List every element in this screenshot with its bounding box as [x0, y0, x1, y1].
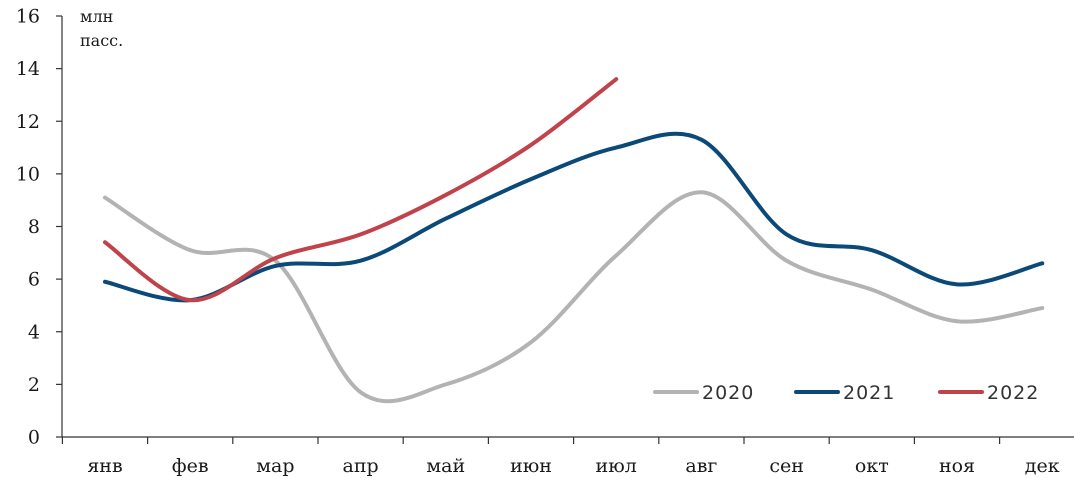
y-tick-label: 14: [16, 58, 40, 80]
y-tick-label: 0: [28, 427, 40, 449]
y-tick-label: 12: [16, 111, 40, 133]
x-tick-label: ноя: [939, 455, 975, 477]
x-tick-label: мар: [256, 455, 294, 477]
x-tick-label: июн: [510, 455, 552, 477]
x-tick-label: окт: [855, 455, 889, 477]
y-tick-label: 2: [28, 374, 40, 396]
y-axis-unit-line-2: пасс.: [80, 31, 123, 50]
x-tick-label: июл: [596, 455, 637, 477]
x-tick-label: фев: [172, 455, 209, 477]
legend: 2020 2021 2022: [653, 382, 1039, 404]
x-tick-label: май: [426, 455, 465, 477]
x-tick-label: авг: [685, 455, 717, 477]
x-axis: янв фев мар апр май июн июл авг сен окт ноя дек: [61, 436, 1074, 477]
legend-label-2021: 2021: [843, 382, 895, 404]
x-tick-label: дек: [1025, 455, 1060, 477]
legend-label-2022: 2022: [987, 382, 1039, 404]
series-line-2021: [103, 131, 1045, 303]
x-tick-label: янв: [87, 455, 122, 477]
x-tick-label: апр: [343, 455, 379, 477]
x-tick-label: сен: [769, 455, 804, 477]
y-tick-label: 4: [28, 321, 40, 343]
y-tick-label: 6: [28, 269, 40, 291]
series-line-2020: [103, 190, 1045, 404]
legend-label-2020: 2020: [702, 382, 754, 404]
y-tick-label: 16: [16, 6, 40, 28]
series-layer: [103, 77, 1045, 404]
y-axis-unit-line-1: млн: [80, 7, 113, 26]
y-tick-label: 8: [28, 216, 40, 238]
series-line-2022: [103, 77, 619, 303]
y-tick-label: 10: [16, 163, 40, 185]
y-axis: 0 2 4 6 8 10 12 14 16: [16, 6, 63, 449]
